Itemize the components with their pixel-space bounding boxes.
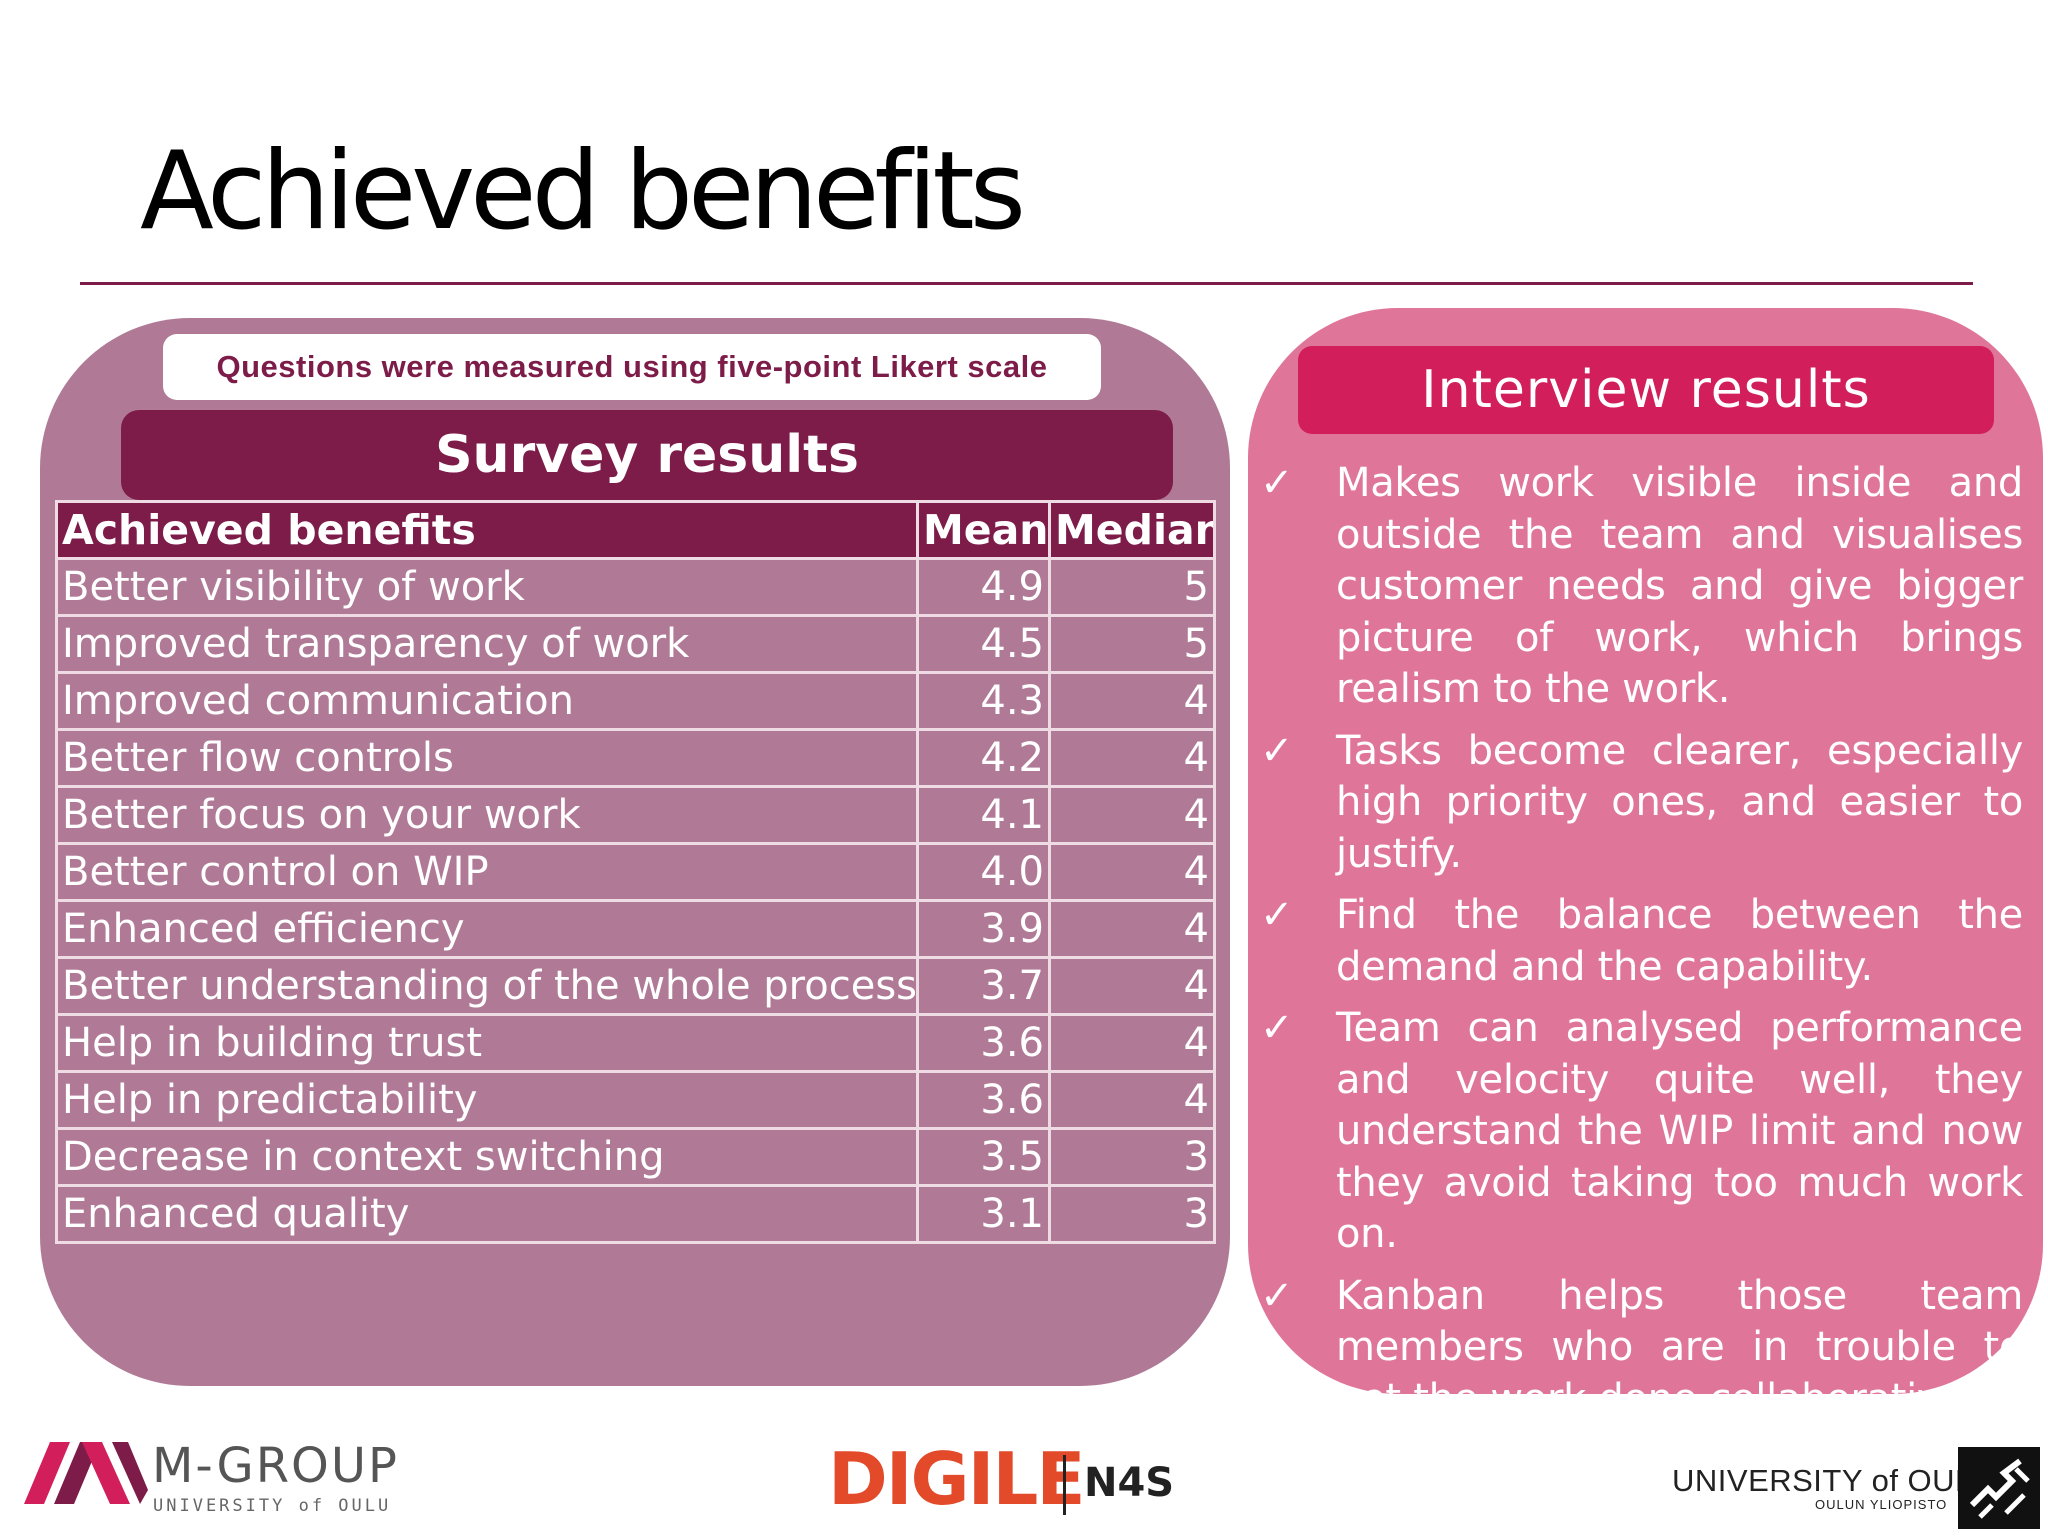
checkmark-icon: ✓ <box>1260 461 1294 505</box>
m-group-logo-icon <box>24 1442 148 1504</box>
cell-median: 4 <box>1048 1013 1216 1073</box>
cell-median: 4 <box>1048 956 1216 1016</box>
cell-benefit: Better focus on your work <box>55 785 919 845</box>
cell-median: 3 <box>1048 1127 1216 1187</box>
bullet-text: Makes work visible inside and outside th… <box>1336 460 2023 712</box>
digile-logo: DIGILE <box>828 1437 1086 1521</box>
cell-mean: 4.2 <box>916 728 1051 788</box>
bullet-text: Find the balance between the demand and … <box>1336 892 2023 990</box>
slide-title: Achieved benefits <box>140 129 1026 254</box>
column-header-benefit: Achieved benefits <box>55 500 919 560</box>
cell-median: 4 <box>1048 728 1216 788</box>
cell-benefit: Better flow controls <box>55 728 919 788</box>
interview-header: Interview results <box>1298 346 1994 434</box>
cell-benefit: Enhanced quality <box>55 1184 919 1244</box>
likert-note: Questions were measured using five-point… <box>163 334 1101 400</box>
list-item: ✓ Tasks become clearer, especially high p… <box>1258 726 2023 881</box>
table-row: Improved transparency of work 4.5 5 <box>55 614 1216 674</box>
cell-median: 4 <box>1048 899 1216 959</box>
survey-table-body: Better visibility of work 4.9 5 Improved tr… <box>55 557 1216 1244</box>
cell-benefit: Better control on WIP <box>55 842 919 902</box>
cell-benefit: Better understanding of the whole proces… <box>55 956 919 1016</box>
cell-mean: 4.5 <box>916 614 1051 674</box>
list-item: ✓ Kanban helps those team members who are… <box>1258 1271 2023 1426</box>
table-row: Decrease in context switching 3.5 3 <box>55 1127 1216 1187</box>
cell-benefit: Help in predictability <box>55 1070 919 1130</box>
bullet-text: Kanban helps those team members who are … <box>1336 1272 2023 1422</box>
cell-median: 4 <box>1048 785 1216 845</box>
list-item: ✓ Find the balance between the demand and… <box>1258 890 2023 993</box>
checkmark-icon: ✓ <box>1260 1273 1294 1318</box>
cell-median: 4 <box>1048 671 1216 731</box>
survey-header: Survey results <box>121 410 1173 500</box>
checkmark-icon: ✓ <box>1260 1006 1294 1050</box>
cell-median: 4 <box>1048 842 1216 902</box>
column-header-median: Median <box>1048 500 1216 560</box>
cell-benefit: Better visibility of work <box>55 557 919 617</box>
table-row: Better flow controls 4.2 4 <box>55 728 1216 788</box>
checkmark-icon: ✓ <box>1260 728 1294 773</box>
n4s-logo: N4S <box>1084 1460 1175 1506</box>
table-row: Help in predictability 3.6 4 <box>55 1070 1216 1130</box>
survey-table-header-row: Achieved benefits Mean Median <box>55 500 1216 560</box>
interview-bullet-list: ✓ Makes work visible inside and outside t… <box>1258 458 2023 1435</box>
table-row: Enhanced efficiency 3.9 4 <box>55 899 1216 959</box>
checkmark-icon: ✓ <box>1260 893 1294 937</box>
table-row: Help in building trust 3.6 4 <box>55 1013 1216 1073</box>
university-of-oulu-subtitle: OULUN YLIOPISTO <box>1815 1497 1948 1512</box>
cell-median: 5 <box>1048 614 1216 674</box>
cell-benefit: Decrease in context switching <box>55 1127 919 1187</box>
cell-mean: 4.0 <box>916 842 1051 902</box>
list-item: ✓ Team can analysed performance and veloc… <box>1258 1003 2023 1261</box>
table-row: Better control on WIP 4.0 4 <box>55 842 1216 902</box>
table-row: Better understanding of the whole proces… <box>55 956 1216 1016</box>
cell-mean: 3.9 <box>916 899 1051 959</box>
cell-mean: 3.7 <box>916 956 1051 1016</box>
bullet-text: Tasks become clearer, especially high pr… <box>1336 727 2023 877</box>
cell-benefit: Improved transparency of work <box>55 614 919 674</box>
cell-mean: 4.1 <box>916 785 1051 845</box>
cell-benefit: Enhanced efficiency <box>55 899 919 959</box>
table-row: Better visibility of work 4.9 5 <box>55 557 1216 617</box>
cell-benefit: Help in building trust <box>55 1013 919 1073</box>
university-seal-icon <box>1958 1447 2040 1529</box>
cell-mean: 3.1 <box>916 1184 1051 1244</box>
m-group-subtitle: UNIVERSITY of OULU <box>153 1496 392 1516</box>
column-header-mean: Mean <box>916 500 1051 560</box>
table-row: Improved communication 4.3 4 <box>55 671 1216 731</box>
survey-table: Achieved benefits Mean Median Better vis… <box>55 500 1216 1244</box>
table-row: Better focus on your work 4.1 4 <box>55 785 1216 845</box>
cell-mean: 4.9 <box>916 557 1051 617</box>
cell-benefit: Improved communication <box>55 671 919 731</box>
cell-mean: 3.6 <box>916 1070 1051 1130</box>
bullet-text: Team can analysed performance and veloci… <box>1336 1005 2023 1257</box>
cell-mean: 4.3 <box>916 671 1051 731</box>
table-row: Enhanced quality 3.1 3 <box>55 1184 1216 1244</box>
cell-mean: 3.6 <box>916 1013 1051 1073</box>
cell-median: 3 <box>1048 1184 1216 1244</box>
m-group-name: M-GROUP <box>152 1438 399 1494</box>
university-of-oulu-name: UNIVERSITY of OULU <box>1672 1463 1996 1498</box>
cell-mean: 3.5 <box>916 1127 1051 1187</box>
title-divider <box>80 282 1973 285</box>
cell-median: 4 <box>1048 1070 1216 1130</box>
list-item: ✓ Makes work visible inside and outside t… <box>1258 458 2023 716</box>
cell-median: 5 <box>1048 557 1216 617</box>
digile-divider <box>1063 1455 1066 1515</box>
interview-panel <box>1248 308 2043 1394</box>
